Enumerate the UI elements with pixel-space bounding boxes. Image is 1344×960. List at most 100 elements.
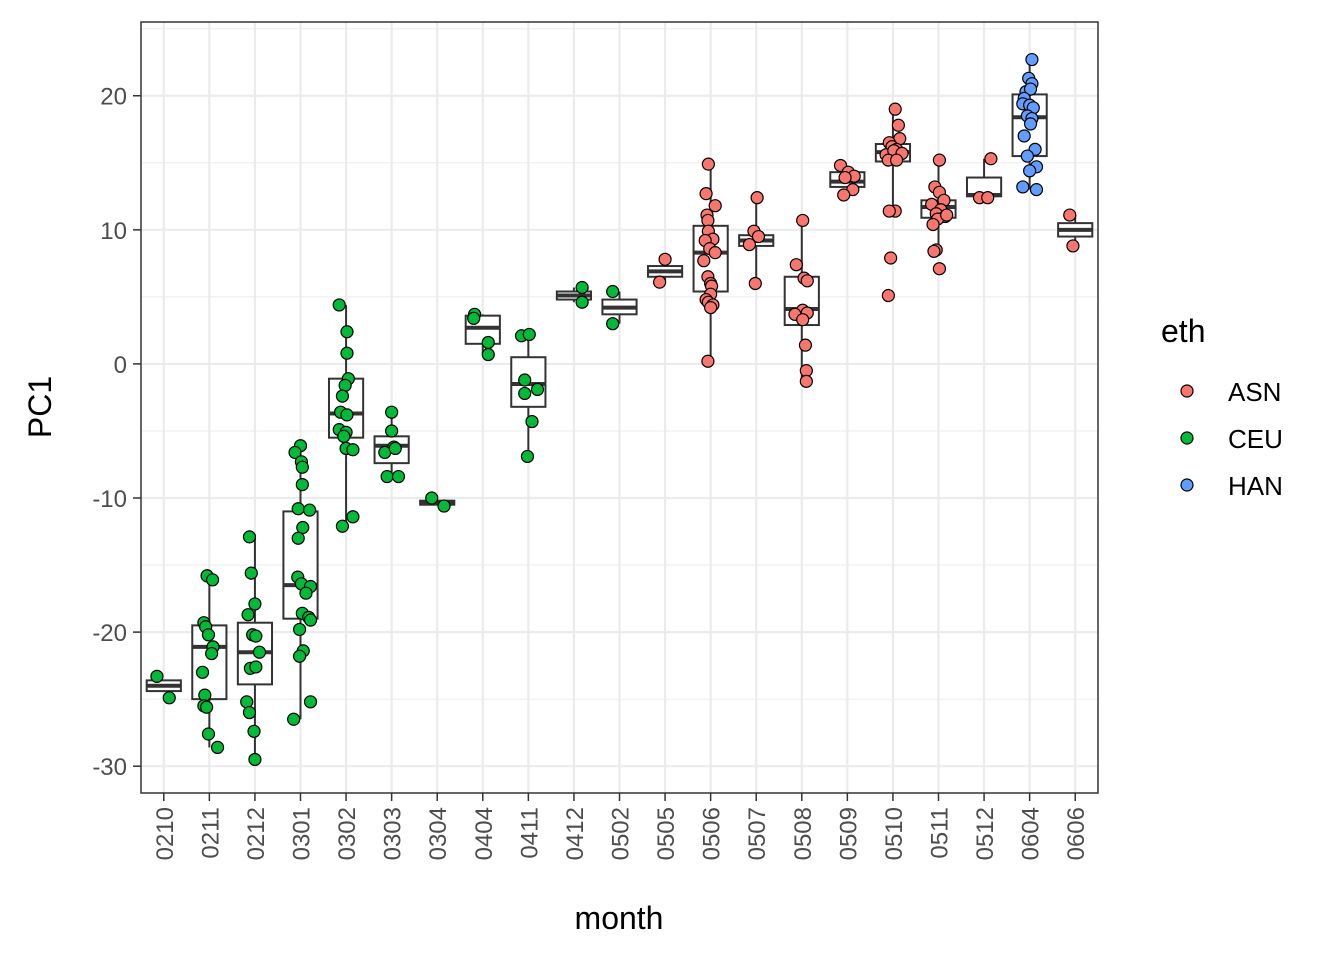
x-tick-label: 0512	[972, 807, 999, 860]
point-ceu	[150, 669, 164, 683]
point-ceu	[338, 378, 352, 392]
x-tick-label: 0210	[152, 807, 179, 860]
point-ceu	[242, 705, 257, 720]
x-tick-label: 0404	[471, 807, 498, 860]
x-tick-label: 0502	[608, 807, 635, 860]
point-ceu	[162, 691, 176, 705]
x-tick-label: 0506	[699, 807, 726, 860]
point-han	[1023, 82, 1038, 96]
y-axis: -30 -20 -10 0 10 20	[92, 84, 141, 781]
point-ceu	[303, 503, 317, 517]
legend-label-asn: ASN	[1228, 377, 1281, 407]
x-tick-label: 0411	[516, 807, 543, 859]
point-ceu	[391, 469, 406, 484]
point-asn	[653, 275, 667, 289]
x-tick-label: 0505	[653, 807, 680, 860]
point-asn	[708, 246, 722, 260]
point-ceu	[606, 317, 620, 331]
point-ceu	[522, 327, 536, 342]
legend-label-ceu: CEU	[1228, 424, 1283, 454]
point-asn	[1063, 208, 1077, 222]
point-ceu	[291, 502, 305, 516]
point-ceu	[288, 445, 302, 460]
point-ceu	[201, 628, 216, 642]
point-ceu	[340, 408, 354, 422]
point-asn	[884, 251, 898, 265]
box-0502	[601, 291, 638, 324]
point-asn	[701, 354, 715, 368]
point-asn	[1066, 239, 1080, 253]
point-ceu	[481, 335, 495, 350]
legend-label-han: HAN	[1228, 471, 1283, 501]
point-ceu	[242, 530, 257, 544]
point-ceu	[244, 566, 258, 580]
x-tick-label: 0212	[243, 807, 270, 860]
point-ceu	[340, 325, 354, 339]
point-ceu	[425, 491, 439, 505]
point-ceu	[437, 499, 451, 513]
x-tick-label: 0511	[927, 807, 954, 859]
point-han	[1017, 129, 1031, 143]
point-ceu	[295, 478, 309, 492]
point-ceu	[481, 347, 495, 362]
point-asn	[940, 208, 954, 222]
legend-key-han	[1180, 478, 1194, 492]
point-ceu	[346, 443, 360, 457]
point-ceu	[575, 280, 589, 295]
x-axis: 0210 0211 0212 0301 0302 0303 0304 0404 0411 0412…	[152, 793, 1090, 860]
legend-key-ceu	[1180, 431, 1194, 445]
point-asn	[926, 217, 940, 232]
box-0412	[555, 287, 593, 303]
x-tick-label: 0303	[380, 807, 407, 860]
point-ceu	[575, 295, 589, 309]
point-asn	[796, 213, 810, 228]
y-tick-label: 10	[100, 218, 127, 245]
point-asn	[932, 153, 947, 167]
point-han	[1016, 180, 1030, 194]
point-ceu	[287, 712, 301, 726]
x-tick-label: 0606	[1063, 807, 1090, 860]
point-ceu	[295, 460, 309, 474]
point-han	[1023, 164, 1037, 178]
point-ceu	[335, 389, 350, 403]
x-axis-title: month	[575, 900, 664, 936]
point-ceu	[518, 373, 532, 387]
point-ceu	[335, 519, 350, 533]
point-ceu	[205, 573, 220, 587]
point-han	[1029, 183, 1044, 197]
point-ceu	[340, 346, 354, 360]
point-ceu	[385, 424, 399, 438]
point-ceu	[291, 531, 305, 545]
point-asn	[750, 191, 764, 205]
point-ceu	[249, 660, 263, 674]
box-0210	[145, 679, 182, 693]
legend-title: eth	[1161, 313, 1205, 349]
legend: eth ASN CEU HAN	[1161, 313, 1283, 501]
point-ceu	[332, 298, 346, 312]
point-han	[1023, 117, 1038, 131]
point-ceu	[303, 695, 318, 709]
x-tick-label: 0508	[790, 807, 817, 860]
point-ceu	[247, 724, 261, 738]
point-ceu	[200, 700, 214, 714]
point-asn	[697, 254, 711, 268]
point-asn	[837, 188, 851, 202]
point-asn	[796, 313, 810, 327]
point-ceu	[525, 414, 539, 429]
point-ceu	[252, 645, 267, 659]
x-tick-label: 0510	[881, 807, 908, 860]
point-ceu	[388, 441, 402, 455]
point-asn	[658, 252, 672, 266]
point-ceu	[249, 629, 263, 643]
point-ceu	[210, 740, 225, 755]
point-ceu	[195, 665, 210, 679]
x-tick-label: 0509	[835, 807, 862, 860]
point-ceu	[248, 752, 262, 767]
points	[150, 52, 1080, 767]
point-ceu	[530, 382, 545, 396]
point-ceu	[467, 311, 481, 325]
point-han	[1020, 149, 1034, 163]
point-ceu	[240, 695, 254, 709]
point-asn	[882, 204, 896, 218]
